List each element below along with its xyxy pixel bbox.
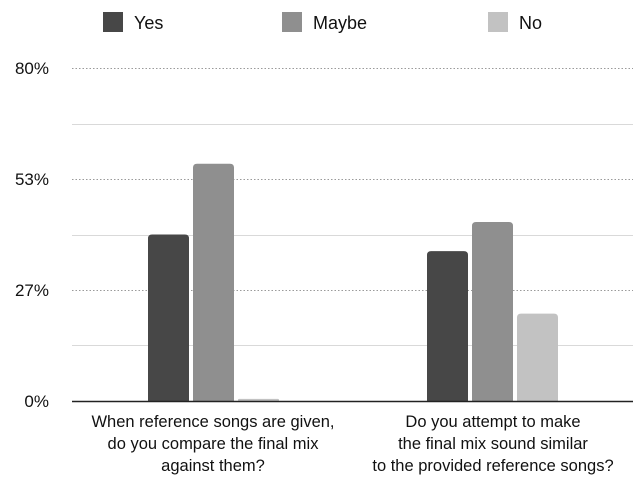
legend-swatch-maybe [282,12,302,32]
bar-yes-2 [427,251,468,401]
category-label-line: against them? [161,457,265,475]
category-label-line: the final mix sound similar [398,435,588,453]
x-axis-category-labels: When reference songs are given, do you co… [91,413,613,475]
y-tick-label: 27% [15,281,49,300]
category-label-line: to the provided reference songs? [372,457,613,475]
bars [148,163,558,401]
category-label-2: Do you attempt to make the final mix soun… [372,413,613,475]
legend: Yes Maybe No [103,12,542,33]
bar-no-1 [238,398,279,401]
category-label-line: Do you attempt to make [405,413,580,431]
bar-maybe-1 [193,163,234,401]
category-label-line: When reference songs are given, [91,413,334,431]
category-label-1: When reference songs are given, do you co… [91,413,334,475]
legend-label-maybe: Maybe [313,13,367,33]
legend-label-yes: Yes [134,13,163,33]
y-tick-label: 0% [24,392,49,411]
category-label-line: do you compare the final mix [108,435,320,453]
bar-no-2 [517,313,558,401]
bar-maybe-2 [472,222,513,401]
legend-swatch-yes [103,12,123,32]
y-axis-tick-labels: 0% 27% 53% 80% [15,59,49,411]
legend-swatch-no [488,12,508,32]
y-tick-label: 53% [15,170,49,189]
bar-yes-1 [148,234,189,401]
y-tick-label: 80% [15,59,49,78]
legend-label-no: No [519,13,542,33]
